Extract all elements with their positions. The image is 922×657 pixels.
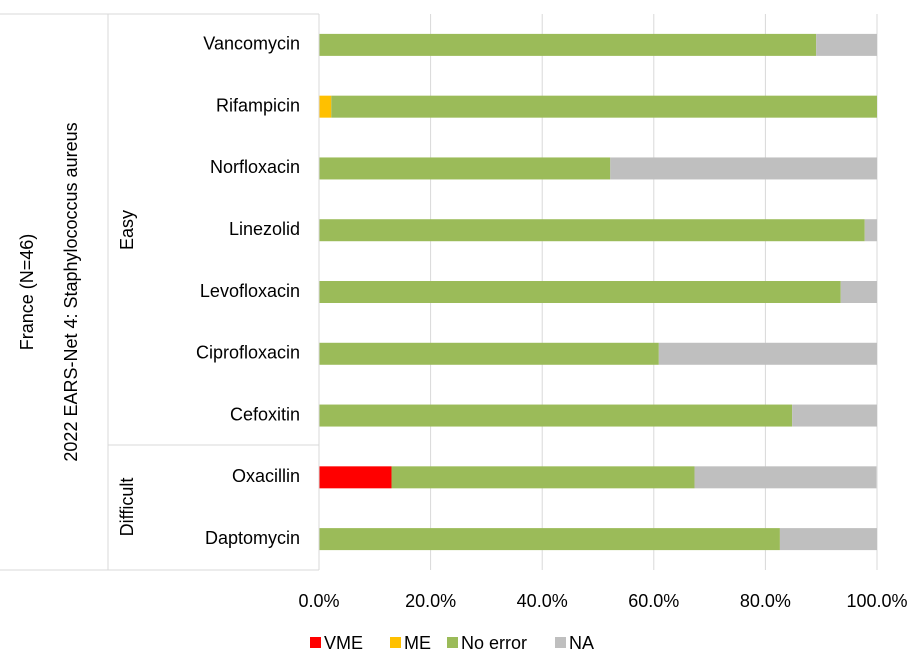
bar-segment <box>792 404 877 427</box>
y-tick-label: Cefoxitin <box>230 404 300 424</box>
bar-segment <box>319 466 392 489</box>
x-tick-label: 0.0% <box>298 591 339 611</box>
x-tick-label: 80.0% <box>740 591 791 611</box>
y-tick-label: Linezolid <box>229 219 300 239</box>
bar-segment <box>319 219 865 242</box>
bar-segment <box>840 281 877 303</box>
group-label: Difficult <box>117 478 137 537</box>
y-tick-label: Vancomycin <box>203 34 300 54</box>
x-tick-label: 100.0% <box>846 591 907 611</box>
legend-swatch <box>555 637 566 648</box>
legend-label: No error <box>461 633 527 653</box>
y-tick-label: Oxacillin <box>232 466 300 486</box>
bar-segment <box>694 466 877 489</box>
legend-swatch <box>447 637 458 648</box>
group-label: Easy <box>117 210 137 250</box>
bar-segment <box>610 157 877 180</box>
bar-segment <box>816 33 877 56</box>
bar-segment <box>779 528 877 551</box>
y-tick-label: Levofloxacin <box>200 281 300 301</box>
y-tick-label: Ciprofloxacin <box>196 343 300 363</box>
legend-swatch <box>310 637 321 648</box>
legend-swatch <box>390 637 401 648</box>
outer-label: 2022 EARS-Net 4: Staphylococcus aureus <box>61 122 81 461</box>
bar-segment <box>319 404 793 427</box>
outer-label: France (N=46) <box>17 234 37 351</box>
y-tick-label: Daptomycin <box>205 528 300 548</box>
bar-segment <box>319 157 611 180</box>
y-tick-label: Norfloxacin <box>210 157 300 177</box>
legend-label: NA <box>569 633 594 653</box>
bar-segment <box>319 342 659 365</box>
bar-segment <box>319 528 780 551</box>
bar-segment <box>319 281 841 303</box>
bar-segment <box>658 342 877 365</box>
bar-segment <box>319 33 817 56</box>
x-tick-label: 20.0% <box>405 591 456 611</box>
bar-segment <box>864 219 877 242</box>
legend-label: ME <box>404 633 431 653</box>
legend-label: VME <box>324 633 363 653</box>
y-tick-label: Rifampicin <box>216 95 300 115</box>
bar-segment <box>331 95 877 118</box>
x-tick-label: 40.0% <box>517 591 568 611</box>
bar-segment <box>391 466 695 489</box>
bar-segment <box>319 95 332 118</box>
x-tick-label: 60.0% <box>628 591 679 611</box>
